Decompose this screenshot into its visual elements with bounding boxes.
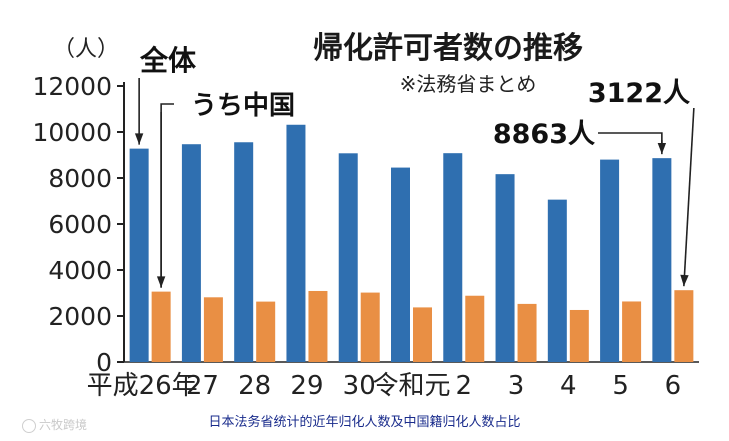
y-tick-label: 8000 xyxy=(48,164,112,193)
bar-total xyxy=(338,153,358,362)
bar-total xyxy=(181,144,201,362)
x-tick-label: 令和元 xyxy=(372,371,450,401)
series-arrow-china-head xyxy=(156,276,166,288)
bar-china xyxy=(674,290,694,362)
bar-china xyxy=(622,301,642,362)
x-tick-label: 平成26年 xyxy=(87,371,198,401)
y-tick-label: 0 xyxy=(96,348,112,377)
bar-china xyxy=(465,295,485,362)
y-tick-label: 10000 xyxy=(32,118,112,147)
y-tick-label: 2000 xyxy=(48,302,112,331)
bar-china xyxy=(151,291,171,362)
series-label-total: 全体 xyxy=(139,44,197,77)
x-tick-label: 3 xyxy=(508,371,525,401)
series-arrow-total-head xyxy=(134,133,144,145)
chart-title: 帰化許可者数の推移 xyxy=(313,31,583,66)
bar-total xyxy=(443,153,463,362)
watermark: 六牧跨境 xyxy=(22,416,87,433)
bar-total xyxy=(286,124,306,362)
y-tick-label: 6000 xyxy=(48,210,112,239)
bar-china xyxy=(517,303,537,362)
bar-total xyxy=(129,148,149,362)
annotation-china-label: 3122人 xyxy=(588,78,690,109)
x-tick-label: 28 xyxy=(238,371,271,401)
x-tick-label: 6 xyxy=(665,371,682,401)
series-leader-china xyxy=(160,103,174,288)
x-tick-label: 27 xyxy=(186,371,219,401)
y-tick-label: 12000 xyxy=(32,72,112,101)
bar-total xyxy=(547,199,567,362)
watermark-icon xyxy=(22,418,36,433)
annotation-total-arrow-head xyxy=(657,142,667,155)
bar-total xyxy=(600,159,620,362)
watermark-text: 六牧跨境 xyxy=(39,418,88,432)
x-tick-label: 30 xyxy=(343,371,376,401)
x-tick-label: 5 xyxy=(612,371,629,401)
annotation-china-arrow xyxy=(683,107,695,287)
source-note: ※法務省まとめ xyxy=(400,72,537,96)
y-unit-label: （人） xyxy=(53,37,119,62)
x-tick-label: 4 xyxy=(560,371,577,401)
chart: 帰化許可者数の推移 ※法務省まとめ （人） 0 2000 4000 6000 8000 1… xyxy=(32,31,699,401)
bar-total xyxy=(391,167,410,362)
x-tick-label: 2 xyxy=(455,371,472,401)
y-tick-label: 4000 xyxy=(48,256,112,285)
bar-china xyxy=(256,301,276,362)
bar-china xyxy=(360,292,380,362)
bar-china xyxy=(308,290,328,362)
bar-total xyxy=(495,174,515,362)
caption: 日本法务省统计的近年归化人数及中国籍归化人数占比 xyxy=(208,415,521,430)
bar-total xyxy=(234,142,254,362)
series-label-china: うち中国 xyxy=(191,91,295,121)
bar-total xyxy=(652,158,672,362)
annotation-total-leader xyxy=(598,132,663,149)
bar-china xyxy=(203,297,223,362)
annotation-china-arrow-head xyxy=(680,274,689,287)
x-tick-label: 29 xyxy=(290,371,323,401)
bar-china xyxy=(413,307,432,362)
annotation-total-label: 8863人 xyxy=(493,119,595,150)
bar-china xyxy=(569,309,589,362)
